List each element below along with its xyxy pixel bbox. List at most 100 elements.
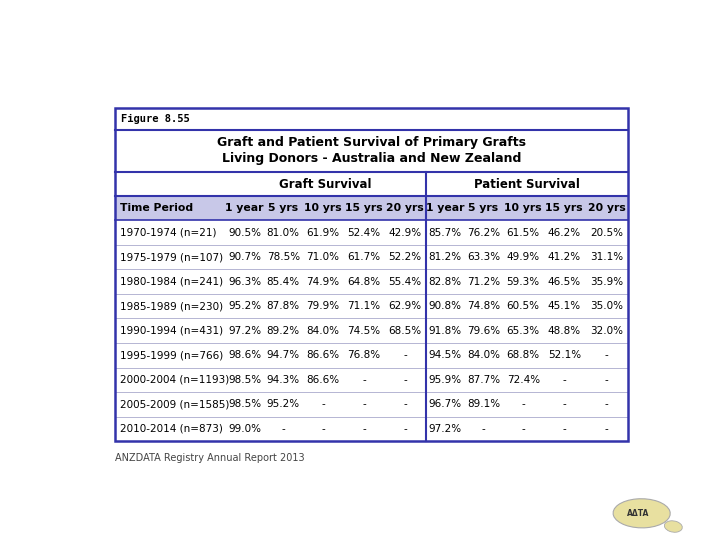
Text: 46.5%: 46.5%	[548, 276, 581, 287]
Text: -: -	[482, 424, 485, 434]
Text: 86.6%: 86.6%	[307, 375, 340, 385]
Text: 10 yrs: 10 yrs	[305, 203, 342, 213]
Text: 98.5%: 98.5%	[228, 399, 261, 409]
Text: 97.2%: 97.2%	[228, 326, 261, 336]
Text: 45.1%: 45.1%	[548, 301, 581, 311]
Text: 1990-1994 (n=431): 1990-1994 (n=431)	[120, 326, 222, 336]
Text: Living Donors - Australia and New Zealand: Living Donors - Australia and New Zealan…	[222, 152, 521, 165]
Text: 1970-1974 (n=21): 1970-1974 (n=21)	[120, 227, 216, 238]
Text: -: -	[282, 424, 285, 434]
Text: 20.5%: 20.5%	[590, 227, 623, 238]
Text: 79.9%: 79.9%	[307, 301, 340, 311]
Text: 71.0%: 71.0%	[307, 252, 340, 262]
Text: 72.4%: 72.4%	[507, 375, 540, 385]
Text: -: -	[562, 424, 566, 434]
Text: 76.8%: 76.8%	[348, 350, 381, 360]
Text: Graft and Patient Survival of Primary Grafts: Graft and Patient Survival of Primary Gr…	[217, 136, 526, 148]
Text: 68.8%: 68.8%	[507, 350, 540, 360]
Text: 20 yrs: 20 yrs	[588, 203, 626, 213]
Ellipse shape	[613, 499, 670, 528]
Text: 61.7%: 61.7%	[348, 252, 381, 262]
Text: 95.9%: 95.9%	[428, 375, 462, 385]
Text: 86.6%: 86.6%	[307, 350, 340, 360]
Text: 41.2%: 41.2%	[548, 252, 581, 262]
Text: 60.5%: 60.5%	[507, 301, 540, 311]
Text: 1 year: 1 year	[426, 203, 464, 213]
Text: 61.5%: 61.5%	[507, 227, 540, 238]
Text: 52.2%: 52.2%	[389, 252, 422, 262]
Text: Graft Survival: Graft Survival	[279, 178, 372, 191]
Text: 2000-2004 (n=1193): 2000-2004 (n=1193)	[120, 375, 229, 385]
Text: 48.8%: 48.8%	[548, 326, 581, 336]
Text: 46.2%: 46.2%	[548, 227, 581, 238]
Text: 84.0%: 84.0%	[307, 326, 340, 336]
Text: 2010-2014 (n=873): 2010-2014 (n=873)	[120, 424, 222, 434]
Text: 78.5%: 78.5%	[266, 252, 300, 262]
Text: 1 year: 1 year	[225, 203, 264, 213]
Text: -: -	[362, 424, 366, 434]
Text: 1975-1979 (n=107): 1975-1979 (n=107)	[120, 252, 222, 262]
Text: 1995-1999 (n=766): 1995-1999 (n=766)	[120, 350, 222, 360]
Text: 1980-1984 (n=241): 1980-1984 (n=241)	[120, 276, 222, 287]
Text: 99.0%: 99.0%	[228, 424, 261, 434]
Text: 15 yrs: 15 yrs	[546, 203, 583, 213]
Text: 74.5%: 74.5%	[348, 326, 381, 336]
Text: -: -	[321, 424, 325, 434]
Text: -: -	[403, 424, 407, 434]
Text: 76.2%: 76.2%	[467, 227, 500, 238]
Text: 87.8%: 87.8%	[266, 301, 300, 311]
Text: 94.5%: 94.5%	[428, 350, 462, 360]
Text: 91.8%: 91.8%	[428, 326, 462, 336]
Text: 68.5%: 68.5%	[389, 326, 422, 336]
Text: 59.3%: 59.3%	[507, 276, 540, 287]
Text: 97.2%: 97.2%	[428, 424, 462, 434]
Text: 82.8%: 82.8%	[428, 276, 462, 287]
Text: Figure 8.55: Figure 8.55	[121, 114, 189, 125]
Text: -: -	[403, 350, 407, 360]
Text: -: -	[521, 424, 525, 434]
Text: 49.9%: 49.9%	[507, 252, 540, 262]
Text: 55.4%: 55.4%	[389, 276, 422, 287]
Text: 81.0%: 81.0%	[266, 227, 300, 238]
Text: -: -	[403, 399, 407, 409]
Text: -: -	[321, 399, 325, 409]
Text: 10 yrs: 10 yrs	[505, 203, 542, 213]
Text: 89.1%: 89.1%	[467, 399, 500, 409]
Text: 62.9%: 62.9%	[389, 301, 422, 311]
Text: 90.8%: 90.8%	[428, 301, 462, 311]
Text: 90.7%: 90.7%	[228, 252, 261, 262]
Text: 98.6%: 98.6%	[228, 350, 261, 360]
Text: 65.3%: 65.3%	[507, 326, 540, 336]
Text: 98.5%: 98.5%	[228, 375, 261, 385]
Text: 84.0%: 84.0%	[467, 350, 500, 360]
Text: 35.0%: 35.0%	[590, 301, 623, 311]
Text: Patient Survival: Patient Survival	[474, 178, 580, 191]
Text: 1985-1989 (n=230): 1985-1989 (n=230)	[120, 301, 222, 311]
Text: 96.7%: 96.7%	[428, 399, 462, 409]
Text: 71.2%: 71.2%	[467, 276, 500, 287]
Text: -: -	[605, 350, 608, 360]
Text: 52.1%: 52.1%	[548, 350, 581, 360]
Text: 96.3%: 96.3%	[228, 276, 261, 287]
Text: -: -	[362, 399, 366, 409]
Text: 35.9%: 35.9%	[590, 276, 624, 287]
Text: 90.5%: 90.5%	[228, 227, 261, 238]
Text: -: -	[605, 375, 608, 385]
Text: 95.2%: 95.2%	[266, 399, 300, 409]
Text: 63.3%: 63.3%	[467, 252, 500, 262]
Text: 15 yrs: 15 yrs	[346, 203, 383, 213]
Bar	[115, 196, 629, 220]
Text: 61.9%: 61.9%	[307, 227, 340, 238]
Text: 87.7%: 87.7%	[467, 375, 500, 385]
Text: 94.7%: 94.7%	[266, 350, 300, 360]
Text: 89.2%: 89.2%	[266, 326, 300, 336]
Text: 32.0%: 32.0%	[590, 326, 623, 336]
Text: 79.6%: 79.6%	[467, 326, 500, 336]
Text: -: -	[562, 375, 566, 385]
Text: 5 yrs: 5 yrs	[469, 203, 498, 213]
Text: 20 yrs: 20 yrs	[387, 203, 424, 213]
Text: 31.1%: 31.1%	[590, 252, 624, 262]
Text: 5 yrs: 5 yrs	[268, 203, 298, 213]
Text: 74.9%: 74.9%	[307, 276, 340, 287]
Ellipse shape	[665, 521, 683, 532]
